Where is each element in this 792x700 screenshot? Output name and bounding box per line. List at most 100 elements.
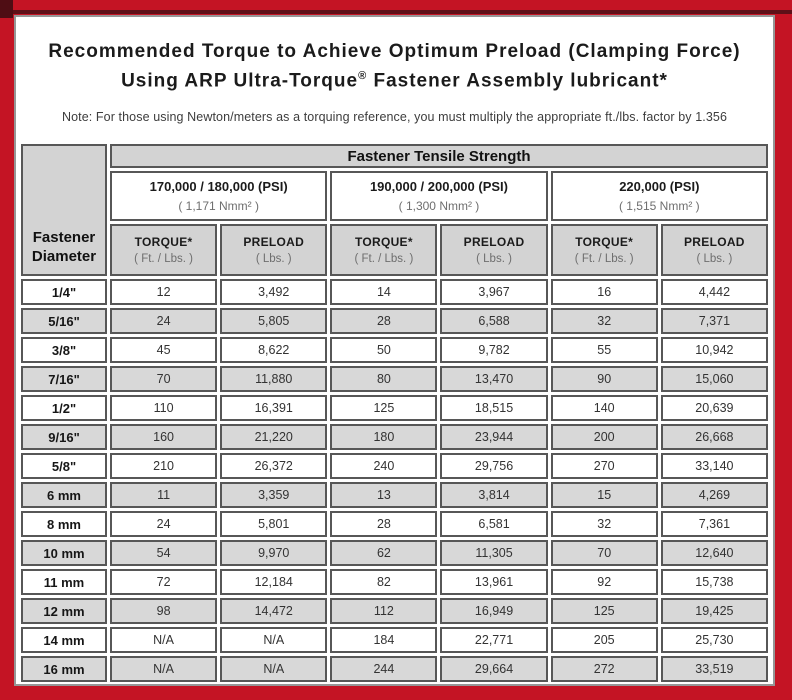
psi-group-2-nmm: ( 1,300 Nmm² ) [398, 199, 480, 214]
preload-value-cell: 8,622 [220, 337, 328, 364]
torque-value-cell: 32 [550, 308, 658, 335]
torque-value-cell: 12 [110, 279, 218, 306]
table-body: 1/4" 12 3,492 14 3,967 16 4,442 5/16" 24 5,805 28 6… [21, 279, 768, 683]
preload-header-3: PRELOAD ( Lbs. ) [660, 224, 768, 277]
torque-value-cell: 82 [330, 569, 438, 596]
preload-value-cell: 20,639 [660, 395, 768, 422]
torque-value-cell: 16 [550, 279, 658, 306]
torque-value-cell: 184 [330, 627, 438, 654]
preload-value-cell: 29,664 [440, 656, 548, 683]
preload-header-2: PRELOAD ( Lbs. ) [440, 224, 548, 277]
torque-value-cell: 80 [330, 366, 438, 393]
psi-group-3-nmm: ( 1,515 Nmm² ) [618, 199, 700, 214]
torque-header-1-unit: ( Ft. / Lbs. ) [134, 253, 193, 266]
torque-value-cell: 98 [110, 598, 218, 625]
torque-value-cell: N/A [110, 656, 218, 683]
torque-value-cell: 28 [330, 511, 438, 538]
tensile-strength-header: Fastener Tensile Strength [110, 144, 768, 169]
torque-value-cell: 160 [110, 424, 218, 451]
torque-value-cell: 70 [550, 540, 658, 567]
diameter-header-line2: Diameter [31, 248, 97, 266]
torque-value-cell: 210 [110, 453, 218, 480]
torque-value-cell: 54 [110, 540, 218, 567]
row-diameter-label: 14 mm [21, 627, 107, 654]
title-line2-post: Fastener Assembly lubricant* [367, 70, 668, 92]
note-text: Note: For those using Newton/meters as a… [61, 110, 727, 125]
preload-value-cell: 33,140 [660, 453, 768, 480]
torque-value-cell: 24 [110, 308, 218, 335]
preload-value-cell: 5,801 [220, 511, 328, 538]
torque-value-cell: 13 [330, 482, 438, 509]
torque-value-cell: 50 [330, 337, 438, 364]
preload-value-cell: 6,581 [440, 511, 548, 538]
preload-value-cell: 19,425 [660, 598, 768, 625]
preload-value-cell: 4,269 [660, 482, 768, 509]
torque-value-cell: 240 [330, 453, 438, 480]
row-diameter-label: 16 mm [21, 656, 107, 683]
torque-value-cell: 15 [550, 482, 658, 509]
preload-value-cell: 7,361 [660, 511, 768, 538]
preload-value-cell: 14,472 [220, 598, 328, 625]
preload-value-cell: 15,060 [660, 366, 768, 393]
table-row: 1/4" 12 3,492 14 3,967 16 4,442 [21, 279, 768, 306]
preload-value-cell: 4,442 [660, 279, 768, 306]
preload-header-1-label: PRELOAD [243, 235, 305, 250]
table-row: 16 mm N/A N/A 244 29,664 272 33,519 [21, 656, 768, 683]
psi-group-1-nmm: ( 1,171 Nmm² ) [178, 199, 259, 214]
table-row: 9/16" 160 21,220 180 23,944 200 26,668 [21, 424, 768, 451]
torque-value-cell: 140 [550, 395, 658, 422]
preload-value-cell: 13,470 [440, 366, 548, 393]
tensile-strength-row: Fastener Diameter Fastener Tensile Stren… [21, 144, 768, 277]
torque-value-cell: 270 [550, 453, 658, 480]
torque-header-3-unit: ( Ft. / Lbs. ) [574, 253, 634, 266]
torque-preload-header-row: TORQUE* ( Ft. / Lbs. ) PRELOAD ( Lbs. ) … [21, 224, 768, 277]
row-diameter-label: 1/2" [21, 395, 107, 422]
torque-table: Fastener Diameter Fastener Tensile Stren… [18, 141, 771, 684]
psi-group-2: 190,000 / 200,000 (PSI) ( 1,300 Nmm² ) [330, 171, 548, 222]
page-title-line2: Using ARP Ultra-Torque® Fastener Assembl… [16, 64, 773, 93]
preload-value-cell: 11,305 [440, 540, 548, 567]
preload-value-cell: 23,944 [440, 424, 548, 451]
row-diameter-label: 5/16" [21, 308, 107, 335]
preload-value-cell: 3,492 [220, 279, 328, 306]
preload-value-cell: 12,184 [220, 569, 328, 596]
torque-value-cell: 32 [550, 511, 658, 538]
preload-value-cell: 26,668 [660, 424, 768, 451]
preload-value-cell: 12,640 [660, 540, 768, 567]
table-row: 14 mm N/A N/A 184 22,771 205 25,730 [21, 627, 768, 654]
table-row: 11 mm 72 12,184 82 13,961 92 15,738 [21, 569, 768, 596]
torque-value-cell: 110 [110, 395, 218, 422]
row-diameter-label: 1/4" [21, 279, 107, 306]
torque-value-cell: 28 [330, 308, 438, 335]
torque-value-cell: 205 [550, 627, 658, 654]
torque-value-cell: 112 [330, 598, 438, 625]
torque-value-cell: 180 [330, 424, 438, 451]
torque-value-cell: N/A [110, 627, 218, 654]
diameter-column-header: Fastener Diameter [21, 144, 107, 277]
row-diameter-label: 6 mm [21, 482, 107, 509]
preload-value-cell: 9,782 [440, 337, 548, 364]
torque-value-cell: 90 [550, 366, 658, 393]
psi-group-1: 170,000 / 180,000 (PSI) ( 1,171 Nmm² ) [110, 171, 328, 222]
table-row: 5/16" 24 5,805 28 6,588 32 7,371 [21, 308, 768, 335]
frame-top-dark-line [0, 10, 792, 14]
preload-value-cell: 13,961 [440, 569, 548, 596]
table-row: 8 mm 24 5,801 28 6,581 32 7,361 [21, 511, 768, 538]
torque-header-3: TORQUE* ( Ft. / Lbs. ) [550, 224, 658, 277]
torque-value-cell: 92 [550, 569, 658, 596]
preload-value-cell: 3,814 [440, 482, 548, 509]
preload-value-cell: 3,967 [440, 279, 548, 306]
row-diameter-label: 11 mm [21, 569, 107, 596]
preload-value-cell: 3,359 [220, 482, 328, 509]
row-diameter-label: 3/8" [21, 337, 107, 364]
preload-value-cell: N/A [220, 656, 328, 683]
preload-value-cell: 33,519 [660, 656, 768, 683]
psi-group-2-psi: 190,000 / 200,000 (PSI) [369, 179, 508, 195]
preload-value-cell: 29,756 [440, 453, 548, 480]
preload-value-cell: 25,730 [660, 627, 768, 654]
preload-header-1: PRELOAD ( Lbs. ) [220, 224, 328, 277]
torque-header-2-label: TORQUE* [354, 235, 413, 250]
torque-value-cell: 45 [110, 337, 218, 364]
preload-header-2-unit: ( Lbs. ) [476, 253, 512, 266]
torque-value-cell: 24 [110, 511, 218, 538]
